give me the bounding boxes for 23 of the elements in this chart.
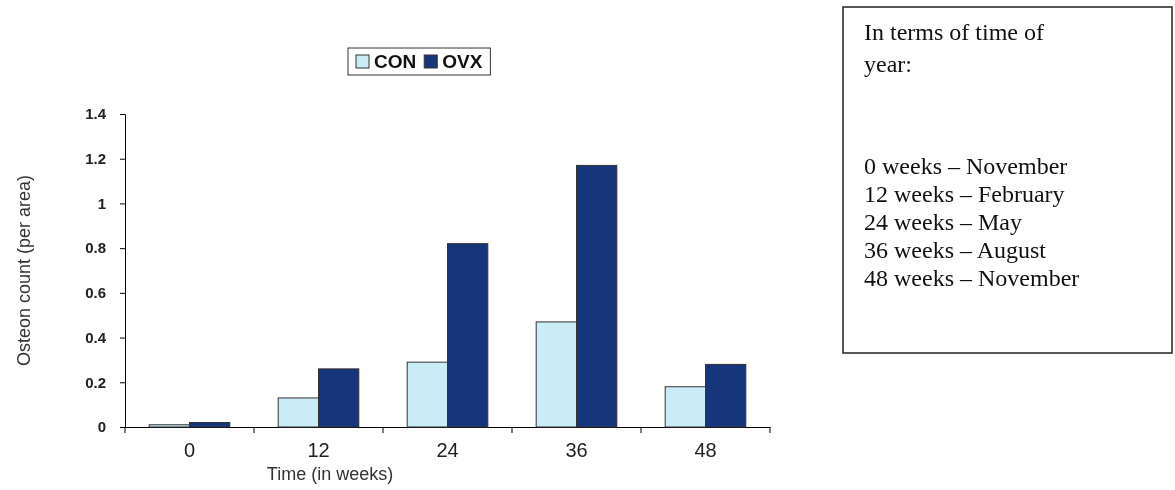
y-axis-title: Osteon count (per area) [14,174,34,367]
text: 0 weeks – November [864,153,1068,179]
y-tick-label: 0.6 [85,284,106,302]
text: In terms of time of year: [864,19,1044,77]
legend-label: CON [374,51,417,72]
y-tick-label: 1.4 [85,105,107,123]
y-tick-label: 0.8 [85,239,106,257]
y-tick-label: 0.2 [85,373,106,391]
text: 48 weeks – November [864,265,1080,291]
text: 36 weeks – August [864,237,1047,263]
x-axis-title: Time (in weeks) [266,464,394,484]
x-tick-label: 12 [307,439,330,462]
y-tick-label: 1.2 [85,150,106,168]
text: 12 weeks – February [864,181,1065,207]
x-tick-label: 36 [565,439,588,462]
text: 24 weeks – May [864,209,1022,235]
x-tick-label: 0 [183,439,196,462]
x-tick-label: 24 [436,439,459,462]
y-tick-label: 0.4 [85,328,107,346]
x-tick-label: 48 [694,439,717,462]
y-tick-label: 0 [97,418,106,436]
y-tick-label: 1 [97,194,106,212]
legend-label: OVX [442,51,483,72]
